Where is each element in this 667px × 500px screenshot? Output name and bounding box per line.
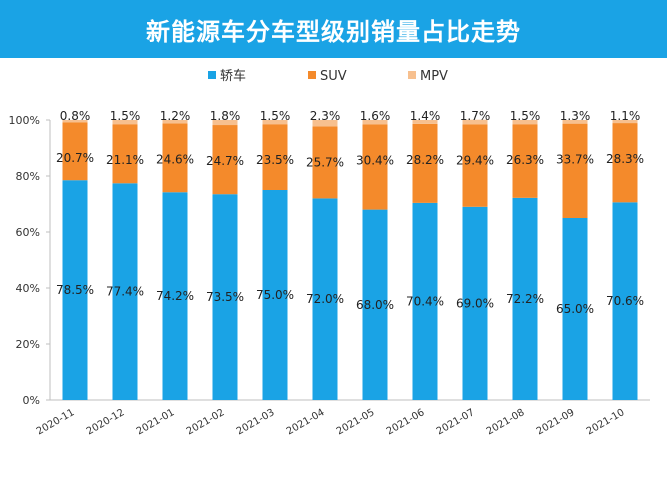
data-label: 1.2% (160, 109, 191, 123)
legend-label: 轿车 (220, 68, 246, 84)
y-tick-label: 0% (23, 394, 40, 407)
data-label: 72.0% (306, 292, 344, 306)
data-label: 1.1% (610, 109, 641, 123)
bar-segment (362, 124, 388, 210)
legend-swatch (408, 71, 416, 79)
data-label: 20.7% (56, 151, 94, 165)
x-tick-label: 2021-07 (435, 407, 477, 437)
data-label: 72.2% (506, 292, 544, 306)
x-tick-label: 2020-12 (85, 407, 127, 437)
y-tick-label: 20% (16, 338, 40, 351)
x-tick-label: 2020-11 (35, 407, 77, 437)
data-label: 74.2% (156, 289, 194, 303)
data-label: 28.2% (406, 153, 444, 167)
data-label: 75.0% (256, 288, 294, 302)
bar-segment (262, 120, 288, 125)
data-label: 21.1% (106, 153, 144, 167)
bar-segment (462, 124, 488, 207)
bar-segment (162, 123, 188, 193)
data-label: 68.0% (356, 298, 394, 312)
data-label: 1.3% (560, 109, 591, 123)
bar-segment (412, 202, 438, 400)
bar-segment (62, 122, 88, 181)
bar-segment (312, 198, 338, 400)
bar-segment (462, 206, 488, 400)
bar-segment (262, 124, 288, 190)
bar-segment (312, 120, 338, 127)
bar-segment (412, 123, 438, 203)
legend-swatch (208, 71, 216, 79)
data-label: 29.4% (456, 153, 494, 167)
y-tick-label: 100% (9, 114, 40, 127)
bar-segment (612, 123, 638, 203)
bar-segment (212, 194, 238, 400)
x-tick-label: 2021-09 (535, 407, 577, 437)
data-label: 2.3% (310, 109, 341, 123)
data-label: 28.3% (606, 152, 644, 166)
x-tick-label: 2021-05 (335, 407, 377, 437)
bar-segment (112, 183, 138, 400)
bar-segment (562, 123, 588, 218)
bar-segment (612, 202, 638, 400)
data-label: 65.0% (556, 302, 594, 316)
data-label: 1.8% (210, 109, 241, 123)
data-label: 1.6% (360, 109, 391, 123)
data-label: 24.6% (156, 152, 194, 166)
data-label: 26.3% (506, 153, 544, 167)
bar-segment (212, 125, 238, 195)
bar-segment (62, 120, 88, 123)
bar-segment (562, 120, 588, 124)
legend-swatch (308, 71, 316, 79)
bar-segment (512, 124, 538, 198)
data-label: 1.4% (410, 109, 441, 123)
legend-label: MPV (420, 69, 448, 84)
data-label: 24.7% (206, 154, 244, 168)
bar-segment (262, 190, 288, 400)
data-label: 78.5% (56, 283, 94, 297)
data-label: 30.4% (356, 153, 394, 167)
data-label: 25.7% (306, 155, 344, 169)
y-tick-label: 60% (16, 226, 40, 239)
data-label: 0.8% (60, 109, 91, 123)
x-tick-label: 2021-04 (285, 407, 327, 437)
bar-segment (562, 218, 588, 400)
x-tick-label: 2021-02 (185, 407, 227, 437)
data-label: 77.4% (106, 285, 144, 299)
x-tick-label: 2021-01 (135, 407, 177, 437)
data-label: 23.5% (256, 153, 294, 167)
data-label: 1.5% (260, 109, 291, 123)
bar-segment (362, 209, 388, 400)
bar-segment (112, 124, 138, 184)
bar-segment (462, 119, 488, 125)
bar-segment (512, 197, 538, 400)
bar-segment (612, 120, 638, 124)
x-tick-label: 2021-06 (385, 407, 427, 437)
bar-segment (62, 180, 88, 400)
bar-segment (362, 120, 388, 125)
bar-segment (512, 120, 538, 125)
y-tick-label: 40% (16, 282, 40, 295)
data-label: 70.4% (406, 294, 444, 308)
data-label: 33.7% (556, 153, 594, 167)
bar-segment (112, 120, 138, 125)
y-tick-label: 80% (16, 170, 40, 183)
data-label: 1.7% (460, 109, 491, 123)
bar-segment (212, 120, 238, 126)
data-label: 73.5% (206, 290, 244, 304)
bar-segment (162, 120, 188, 124)
chart-title: 新能源车分车型级别销量占比走势 (0, 0, 667, 58)
x-tick-label: 2021-08 (485, 407, 527, 437)
x-tick-label: 2021-10 (585, 407, 627, 437)
data-label: 70.6% (606, 294, 644, 308)
bar-segment (162, 192, 188, 400)
bar-segment (412, 120, 438, 124)
data-label: 69.0% (456, 296, 494, 310)
legend-label: SUV (320, 69, 347, 84)
bar-segment (312, 126, 338, 199)
data-label: 1.5% (510, 109, 541, 123)
data-label: 1.5% (110, 109, 141, 123)
x-tick-label: 2021-03 (235, 407, 277, 437)
stacked-bar-chart: 轿车 SUV MPV 0% 20% 40% 60% 80% 100% 78.5% 20.7% 0.8%… (9, 68, 650, 437)
